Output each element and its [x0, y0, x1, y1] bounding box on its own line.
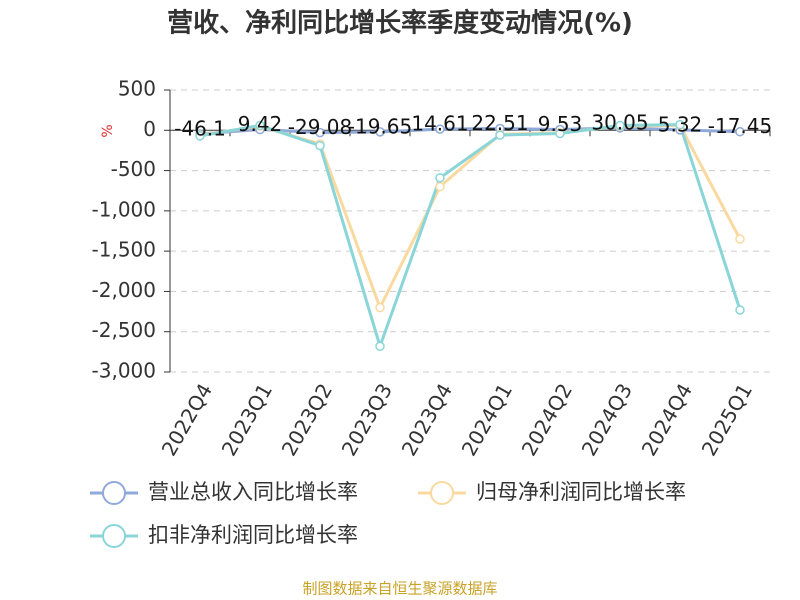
data-label: 22.51: [471, 111, 528, 135]
data-label: 5.32: [658, 112, 703, 136]
series-line: [199, 123, 742, 352]
point: [615, 120, 625, 131]
legend-label: 扣非净利润同比增长率: [148, 523, 358, 547]
legend-marker: [102, 481, 126, 505]
y-tick-label: -3,000: [92, 359, 156, 383]
y-tick-label: -2,000: [92, 278, 156, 302]
chart-title: 营收、净利同比增长率季度变动情况(%): [167, 8, 633, 39]
point: [375, 302, 385, 313]
x-tick-label: 2023Q4: [397, 379, 457, 460]
x-tick-label: 2023Q1: [217, 379, 277, 460]
x-tick-label: 2023Q3: [337, 379, 397, 460]
point: [555, 128, 565, 139]
point: [315, 140, 325, 151]
source-note: 制图数据来自恒生聚源数据库: [302, 580, 497, 598]
point: [435, 173, 445, 183]
x-tick-label: 2022Q4: [157, 379, 217, 460]
data-label: 14.61: [411, 112, 468, 136]
point: [375, 127, 385, 137]
data-label: 9.53: [538, 112, 583, 136]
y-unit: %: [100, 124, 116, 137]
point: [435, 181, 445, 192]
point: [675, 119, 685, 130]
x-tick-label: 2023Q2: [277, 379, 337, 460]
x-tick-label: 2025Q1: [697, 379, 757, 460]
point: [255, 120, 265, 131]
legend-label: 归母净利润同比增长率: [476, 480, 686, 504]
y-tick-label: -1,000: [92, 197, 156, 221]
legend-marker: [430, 481, 454, 505]
x-tick-label: 2024Q4: [637, 379, 697, 460]
point: [735, 305, 745, 315]
point: [735, 234, 745, 244]
data-label: -46.1: [174, 117, 226, 141]
series-line: [199, 123, 742, 312]
y-tick-label: -500: [111, 157, 156, 181]
y-tick-label: -2,500: [92, 318, 156, 342]
point: [375, 341, 385, 351]
y-tick-label: 0: [143, 117, 156, 141]
point: [735, 126, 745, 137]
point: [435, 124, 445, 134]
point: [495, 130, 505, 140]
legend-label: 营业总收入同比增长率: [148, 480, 358, 504]
data-label: 9.42: [238, 112, 283, 136]
point: [195, 131, 205, 141]
point: [315, 127, 325, 138]
x-tick-label: 2024Q1: [457, 379, 517, 460]
data-label: -29.08: [288, 115, 352, 139]
y-tick-label: -1,500: [92, 238, 156, 262]
data-label: -19.65: [348, 114, 412, 138]
series-line: [199, 126, 741, 136]
x-tick-label: 2024Q2: [517, 379, 577, 460]
data-label: -17.45: [708, 114, 772, 138]
x-tick-label: 2024Q3: [577, 379, 637, 460]
data-label: 30.05: [591, 110, 648, 134]
legend-marker: [102, 524, 126, 548]
y-tick-label: 500: [118, 77, 156, 101]
